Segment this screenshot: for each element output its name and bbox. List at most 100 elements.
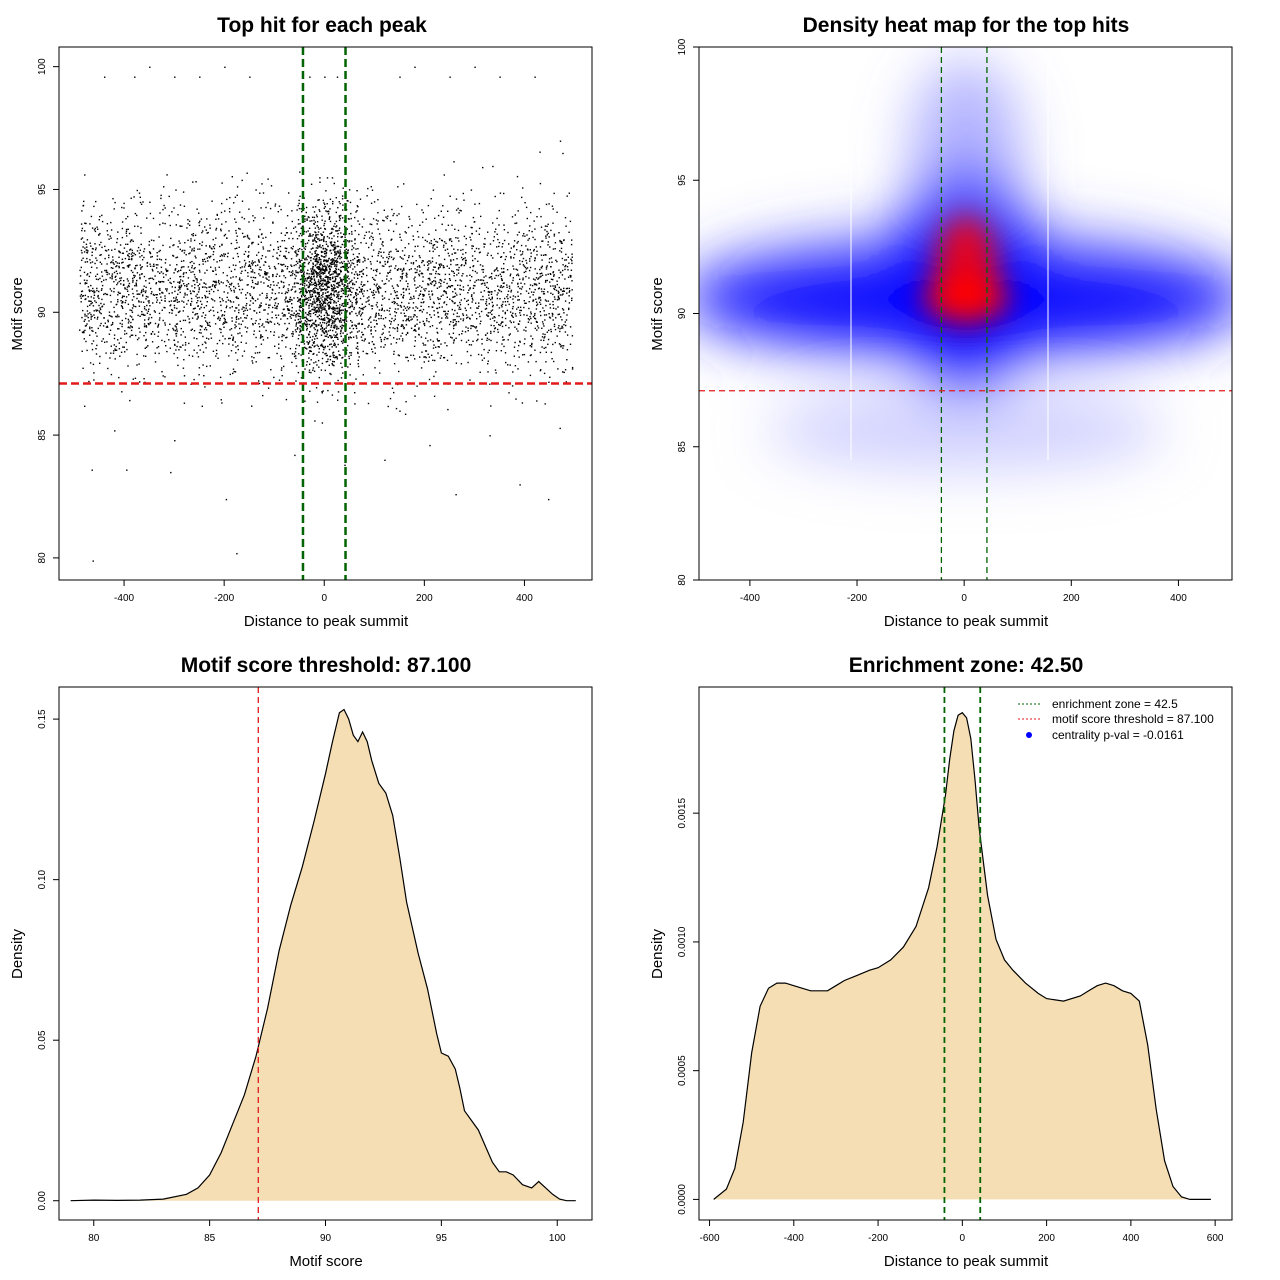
scatter-point bbox=[319, 280, 321, 283]
scatter-point bbox=[427, 283, 429, 285]
scatter-point bbox=[139, 274, 141, 276]
scatter-point bbox=[161, 280, 163, 283]
scatter-point bbox=[500, 278, 503, 280]
scatter-point bbox=[223, 326, 225, 328]
scatter-point bbox=[366, 274, 368, 277]
scatter-point bbox=[410, 262, 412, 264]
scatter-point bbox=[349, 294, 352, 296]
scatter-point bbox=[395, 265, 397, 267]
scatter-point bbox=[311, 325, 313, 327]
scatter-point bbox=[114, 358, 116, 360]
scatter-point bbox=[358, 273, 361, 276]
scatter-point bbox=[201, 315, 203, 317]
scatter-point bbox=[373, 319, 375, 321]
scatter-point bbox=[278, 287, 281, 289]
scatter-point bbox=[299, 292, 301, 294]
scatter-point bbox=[530, 313, 532, 315]
scatter-point bbox=[500, 350, 502, 352]
scatter-point bbox=[258, 236, 260, 238]
scatter-point bbox=[82, 246, 84, 248]
scatter-point bbox=[160, 259, 163, 261]
scatter-point bbox=[252, 298, 255, 300]
scatter-point bbox=[321, 343, 323, 345]
scatter-point bbox=[190, 304, 192, 306]
scatter-point bbox=[139, 315, 141, 317]
scatter-point bbox=[331, 364, 334, 366]
scatter-point bbox=[301, 234, 303, 237]
scatter-point bbox=[182, 331, 184, 333]
scatter-point bbox=[342, 289, 344, 292]
scatter-point bbox=[409, 306, 411, 309]
scatter-point bbox=[515, 398, 517, 400]
scatter-point bbox=[422, 308, 425, 311]
scatter-point bbox=[254, 217, 256, 219]
scatter-point bbox=[319, 272, 321, 274]
scatter-point bbox=[245, 317, 248, 319]
scatter-point bbox=[297, 219, 300, 221]
scatter-point bbox=[307, 277, 309, 279]
scatter-point bbox=[354, 242, 356, 245]
scatter-point bbox=[516, 242, 518, 244]
scatter-point bbox=[460, 249, 462, 251]
scatter-point bbox=[101, 275, 104, 277]
scatter-point bbox=[440, 280, 443, 282]
scatter-point bbox=[317, 272, 319, 274]
scatter-point bbox=[297, 318, 299, 321]
scatter-point bbox=[503, 339, 505, 341]
scatter-point bbox=[331, 316, 333, 318]
scatter-point bbox=[337, 281, 339, 284]
scatter-point bbox=[335, 197, 337, 199]
scatter-point bbox=[193, 249, 195, 252]
scatter-point bbox=[433, 244, 436, 246]
scatter-point bbox=[370, 326, 372, 328]
scatter-point bbox=[312, 272, 314, 274]
scatter-point bbox=[83, 200, 85, 203]
scatter-point bbox=[449, 298, 451, 300]
scatter-point bbox=[335, 275, 338, 277]
scatter-point bbox=[337, 312, 339, 315]
scatter-point bbox=[162, 222, 164, 224]
scatter-point bbox=[538, 297, 540, 300]
scatter-point bbox=[506, 284, 508, 286]
scatter-point bbox=[309, 303, 311, 305]
scatter-point bbox=[309, 277, 312, 279]
scatter-point bbox=[247, 272, 249, 274]
scatter-point bbox=[311, 305, 313, 307]
scatter-point bbox=[379, 336, 382, 339]
scatter-point bbox=[273, 376, 275, 379]
scatter-point bbox=[356, 342, 359, 344]
scatter-point bbox=[91, 343, 93, 345]
scatter-point bbox=[503, 192, 505, 195]
scatter-point bbox=[423, 301, 425, 303]
scatter-point bbox=[208, 256, 210, 258]
scatter-point bbox=[517, 330, 519, 332]
scatter-point bbox=[480, 354, 483, 356]
scatter-point bbox=[235, 296, 237, 298]
scatter-point bbox=[509, 333, 511, 335]
scatter-point bbox=[180, 346, 182, 348]
scatter-point bbox=[503, 224, 505, 226]
scatter-point bbox=[355, 248, 357, 250]
scatter-point bbox=[227, 281, 230, 283]
scatter-point bbox=[325, 283, 328, 285]
scatter-point bbox=[203, 282, 205, 284]
scatter-point bbox=[191, 233, 193, 236]
scatter-point bbox=[230, 301, 232, 303]
scatter-point bbox=[341, 304, 343, 307]
scatter-point bbox=[190, 240, 192, 242]
scatter-point bbox=[130, 253, 133, 255]
scatter-point bbox=[337, 391, 340, 393]
scatter-point bbox=[513, 253, 516, 256]
scatter-point bbox=[346, 263, 348, 265]
scatter-point bbox=[534, 318, 537, 320]
scatter-point bbox=[326, 360, 329, 363]
scatter-point bbox=[519, 287, 521, 290]
scatter-point bbox=[452, 301, 454, 303]
scatter-point bbox=[122, 346, 124, 348]
scatter-point bbox=[325, 275, 327, 277]
scatter-point bbox=[340, 278, 342, 281]
scatter-point bbox=[508, 303, 510, 306]
scatter-point bbox=[253, 357, 255, 359]
scatter-point bbox=[315, 361, 317, 363]
scatter-point bbox=[276, 257, 278, 259]
